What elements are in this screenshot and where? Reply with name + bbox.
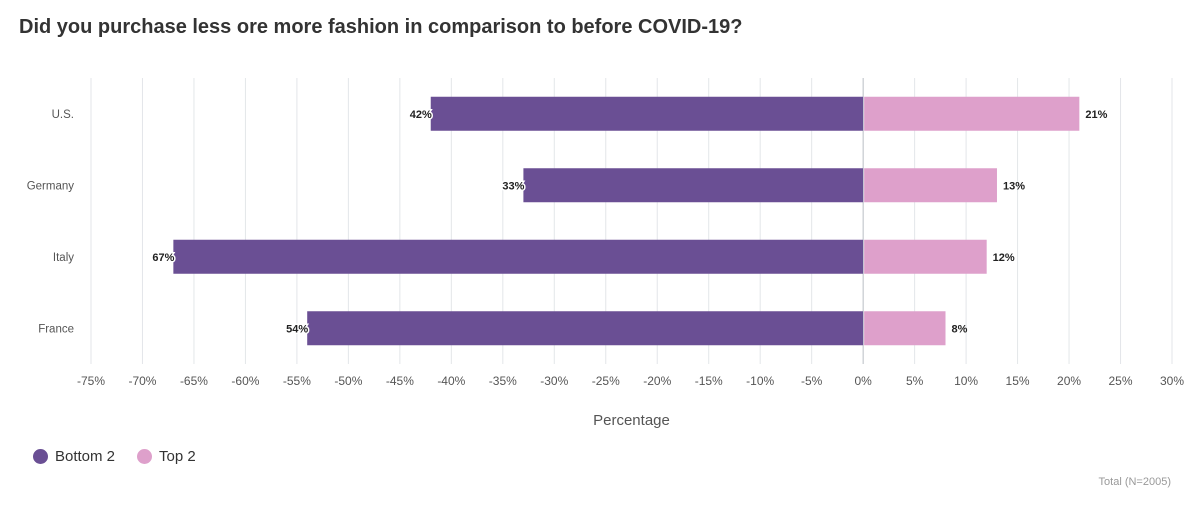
data-label-top-2: 13% (1003, 180, 1025, 192)
x-tick-label: -5% (801, 374, 823, 388)
x-tick-label: -30% (540, 374, 568, 388)
x-tick-label: -50% (334, 374, 362, 388)
x-tick-label: 25% (1109, 374, 1133, 388)
x-tick-label: 0% (854, 374, 872, 388)
x-tick-label: 20% (1057, 374, 1081, 388)
x-tick-label: -35% (489, 374, 517, 388)
bar-top-2 (864, 168, 997, 203)
legend-item-top-2[interactable]: Top 2 (137, 448, 196, 465)
x-tick-label: -20% (643, 374, 671, 388)
x-tick-label: 10% (954, 374, 978, 388)
legend-label-top-2: Top 2 (159, 448, 196, 465)
sample-size-note: Total (N=2005) (1098, 476, 1171, 488)
x-tick-label: 15% (1006, 374, 1030, 388)
bar-chart: -75% -70% -65% -60% -55% -50% -45% -40% -35% -30%… (27, 78, 1184, 429)
data-label-top-2: 21% (1085, 109, 1107, 121)
legend-swatch-top-2 (137, 449, 153, 464)
category-label: Germany (27, 180, 75, 192)
data-label-top-2: 8% (952, 323, 968, 335)
x-tick-label: -15% (695, 374, 723, 388)
data-label-bottom-2: 67% (152, 252, 174, 264)
x-tick-label: -60% (231, 374, 259, 388)
data-label-bottom-2: 54% (286, 323, 308, 335)
bar-top-2 (864, 239, 987, 274)
bar-bottom-2 (173, 239, 864, 274)
bar-bottom-2 (307, 311, 864, 346)
legend-label-bottom-2: Bottom 2 (55, 448, 116, 465)
category-label: U.S. (52, 109, 74, 121)
x-tick-label: -25% (592, 374, 620, 388)
x-tick-label: -10% (746, 374, 774, 388)
data-label-top-2: 12% (993, 252, 1015, 264)
bar-top-2 (864, 96, 1080, 131)
x-axis-title: Percentage (593, 412, 670, 429)
x-tick-label: -65% (180, 374, 208, 388)
data-label-bottom-2: 33% (502, 180, 524, 192)
legend: Bottom 2 Top 2 (33, 448, 196, 465)
category-label: France (38, 323, 74, 335)
x-tick-label: -75% (77, 374, 105, 388)
bar-top-2 (864, 311, 946, 346)
x-tick-label: -55% (283, 374, 311, 388)
data-label-bottom-2: 42% (410, 109, 432, 121)
bar-bottom-2 (430, 96, 864, 131)
legend-item-bottom-2[interactable]: Bottom 2 (33, 448, 115, 465)
bar-bottom-2 (523, 168, 864, 203)
x-tick-label: 5% (906, 374, 924, 388)
x-tick-label: -70% (128, 374, 156, 388)
chart-title: Did you purchase less ore more fashion i… (19, 16, 743, 38)
category-label: Italy (53, 252, 74, 264)
x-tick-label: -45% (386, 374, 414, 388)
x-tick-label: -40% (437, 374, 465, 388)
x-tick-label: 30% (1160, 374, 1184, 388)
legend-swatch-bottom-2 (33, 449, 48, 464)
